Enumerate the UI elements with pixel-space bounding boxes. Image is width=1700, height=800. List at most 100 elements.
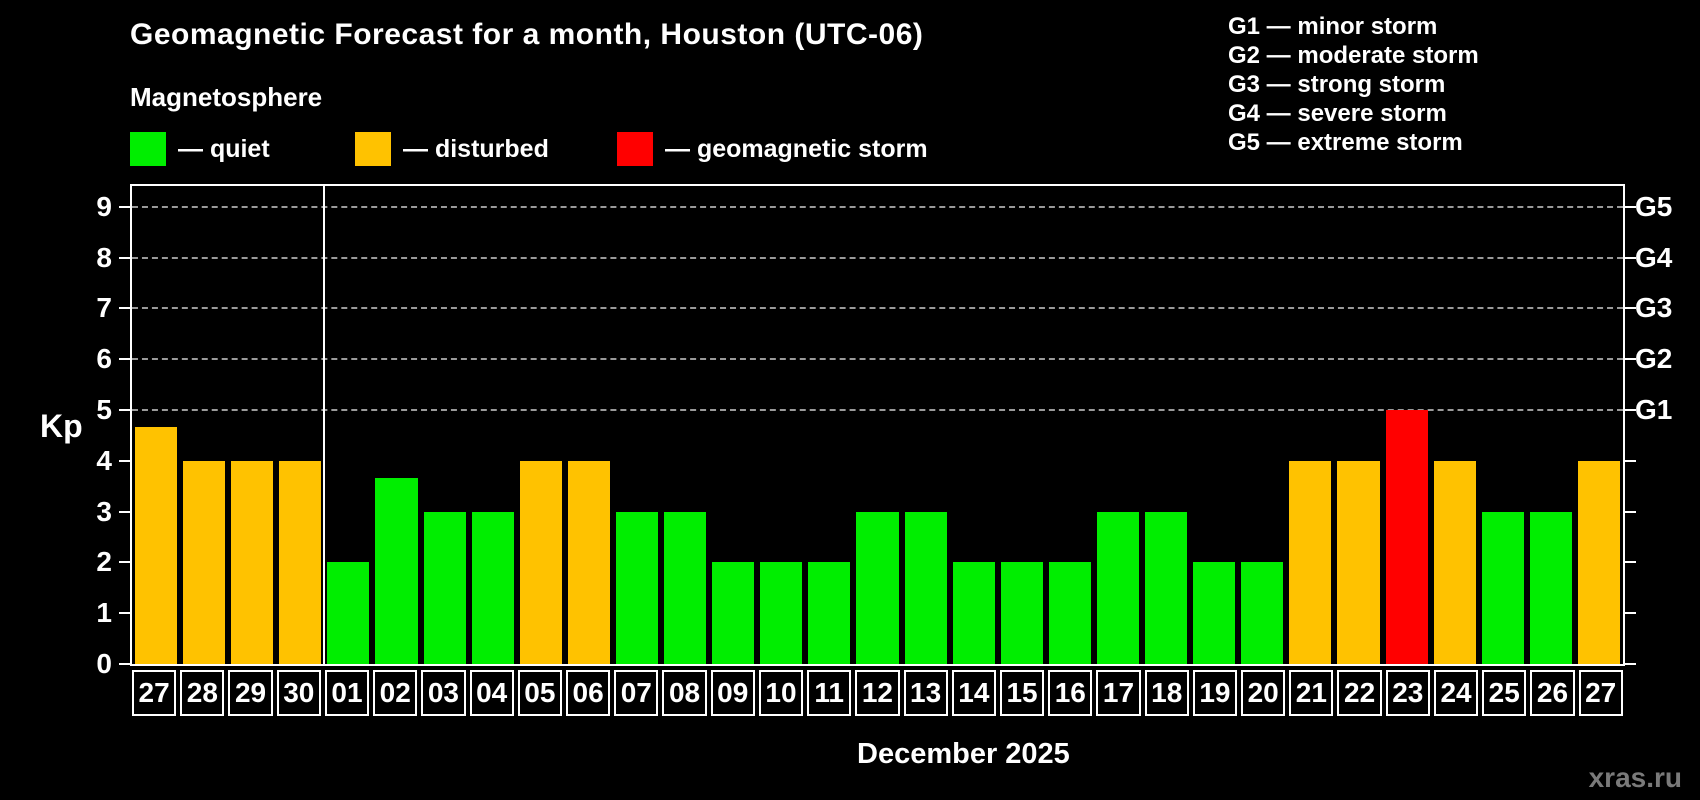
day-label-14: 14 (951, 670, 996, 716)
kp-bar-day-04 (471, 511, 514, 664)
y-axis-label-8: 8 (96, 241, 112, 273)
day-label-21: 21 (1289, 670, 1334, 716)
kp-bar-day-08 (664, 511, 707, 664)
day-label-27: 27 (132, 670, 177, 716)
day-label-19: 19 (1192, 670, 1238, 716)
kp-bar-day-17 (1096, 511, 1140, 664)
y-axis-label-0: 0 (96, 648, 112, 679)
y-axis-tick-right-4 (1625, 459, 1636, 462)
y-axis-title: Kp (40, 408, 83, 444)
y-axis-tick-left-8 (119, 256, 130, 259)
quiet-swatch-icon (130, 132, 166, 166)
kp-bar-day-15 (1000, 562, 1043, 664)
g-scale-label-g2: G2 (1635, 343, 1673, 375)
day-label-06: 06 (565, 670, 611, 716)
gridline-kp-5 (132, 409, 1623, 412)
storm-scale-line-3: G3 — strong storm (1228, 71, 1446, 98)
day-label-09: 09 (710, 670, 755, 716)
day-label-11: 11 (807, 670, 852, 716)
kp-bar-day-19 (1193, 562, 1236, 664)
y-axis-tick-right-8 (1625, 256, 1636, 259)
x-axis-title: December 2025 (857, 738, 1070, 770)
kp-bar-day-21 (1289, 460, 1332, 664)
day-label-04: 04 (469, 670, 514, 716)
y-axis-tick-right-3 (1625, 510, 1636, 513)
g-scale-label-g1: G1 (1635, 394, 1673, 426)
y-axis-label-2: 2 (96, 546, 112, 578)
legend-label-quiet: — quiet (178, 134, 270, 163)
g-scale-label-g4: G4 (1635, 241, 1673, 273)
day-label-18: 18 (1144, 670, 1189, 716)
gridline-kp-8 (132, 256, 1623, 259)
day-label-20: 20 (1241, 670, 1286, 716)
gridline-kp-6 (132, 358, 1623, 361)
kp-bar-day-16 (1048, 562, 1091, 664)
day-label-10: 10 (758, 670, 804, 716)
kp-bar-day-14 (952, 562, 995, 664)
kp-bar-day-09 (712, 562, 755, 664)
y-axis-label-7: 7 (96, 292, 112, 324)
y-axis-tick-right-5 (1625, 409, 1636, 412)
legend-item-disturbed: — disturbed (355, 130, 549, 168)
legend-item-storm: — geomagnetic storm (617, 130, 928, 168)
kp-bar-day-25 (1481, 511, 1524, 664)
kp-bar-day-18 (1145, 511, 1188, 664)
y-axis-tick-left-1 (119, 612, 130, 615)
y-axis-label-1: 1 (96, 597, 112, 629)
kp-bar-day-03 (423, 511, 466, 664)
storm-scale-line-5: G5 — extreme storm (1228, 129, 1463, 156)
day-label-12: 12 (855, 670, 900, 716)
y-axis-label-3: 3 (96, 495, 112, 527)
y-axis-tick-right-7 (1625, 307, 1636, 310)
kp-bar-day-28 (183, 460, 226, 664)
kp-bar-day-06 (567, 460, 610, 664)
kp-bar-day-13 (904, 511, 947, 664)
page-title: Geomagnetic Forecast for a month, Housto… (130, 18, 924, 51)
kp-bar-day-26 (1529, 511, 1572, 664)
kp-bar-day-23 (1385, 410, 1428, 664)
legend-label-disturbed: — disturbed (403, 134, 549, 163)
kp-bar-day-11 (808, 562, 851, 664)
day-label-16: 16 (1048, 670, 1093, 716)
day-label-03: 03 (421, 670, 466, 716)
y-axis-tick-right-0 (1625, 663, 1636, 665)
y-axis-tick-left-9 (119, 205, 130, 208)
day-label-22: 22 (1337, 670, 1382, 716)
day-label-07: 07 (614, 670, 659, 716)
x-axis-day-labels: 27 28 29 30 01 02 03 04 05 06 07 08 09 10 11 12 13 14 15 16… (130, 670, 1625, 716)
day-label-27: 27 (1578, 670, 1623, 716)
storm-scale-line-2: G2 — moderate storm (1228, 42, 1479, 69)
kp-bar-day-30 (279, 460, 322, 664)
y-axis-tick-left-3 (119, 510, 130, 513)
day-label-15: 15 (999, 670, 1045, 716)
storm-scale-line-4: G4 — severe storm (1228, 100, 1447, 127)
legend-item-quiet: — quiet (130, 130, 270, 168)
kp-bar-day-27 (1577, 460, 1620, 664)
day-label-01: 01 (324, 670, 370, 716)
y-axis-tick-left-0 (119, 663, 130, 665)
day-label-23: 23 (1385, 670, 1430, 716)
y-axis-label-4: 4 (96, 444, 112, 476)
day-label-24: 24 (1433, 670, 1479, 716)
y-axis-tick-right-9 (1625, 205, 1636, 208)
day-label-05: 05 (517, 670, 562, 716)
y-axis-tick-left-5 (119, 409, 130, 412)
kp-bar-day-27 (135, 426, 178, 664)
kp-bar-day-29 (231, 460, 274, 664)
month-separator-line (323, 186, 326, 664)
day-label-29: 29 (228, 670, 273, 716)
kp-bar-day-22 (1337, 460, 1380, 664)
y-axis-tick-right-2 (1625, 561, 1636, 564)
gridline-kp-7 (132, 307, 1623, 310)
y-axis-tick-right-6 (1625, 358, 1636, 361)
day-label-28: 28 (180, 670, 225, 716)
y-axis-label-9: 9 (96, 190, 112, 222)
kp-bar-day-07 (615, 511, 659, 664)
y-axis-label-6: 6 (96, 343, 112, 375)
gridline-kp-9 (132, 205, 1623, 208)
magnetosphere-subtitle: Magnetosphere (130, 82, 323, 112)
kp-bar-day-20 (1241, 562, 1284, 664)
y-axis-label-5: 5 (96, 394, 112, 426)
kp-bar-day-05 (519, 460, 562, 664)
storm-swatch-icon (617, 132, 653, 166)
